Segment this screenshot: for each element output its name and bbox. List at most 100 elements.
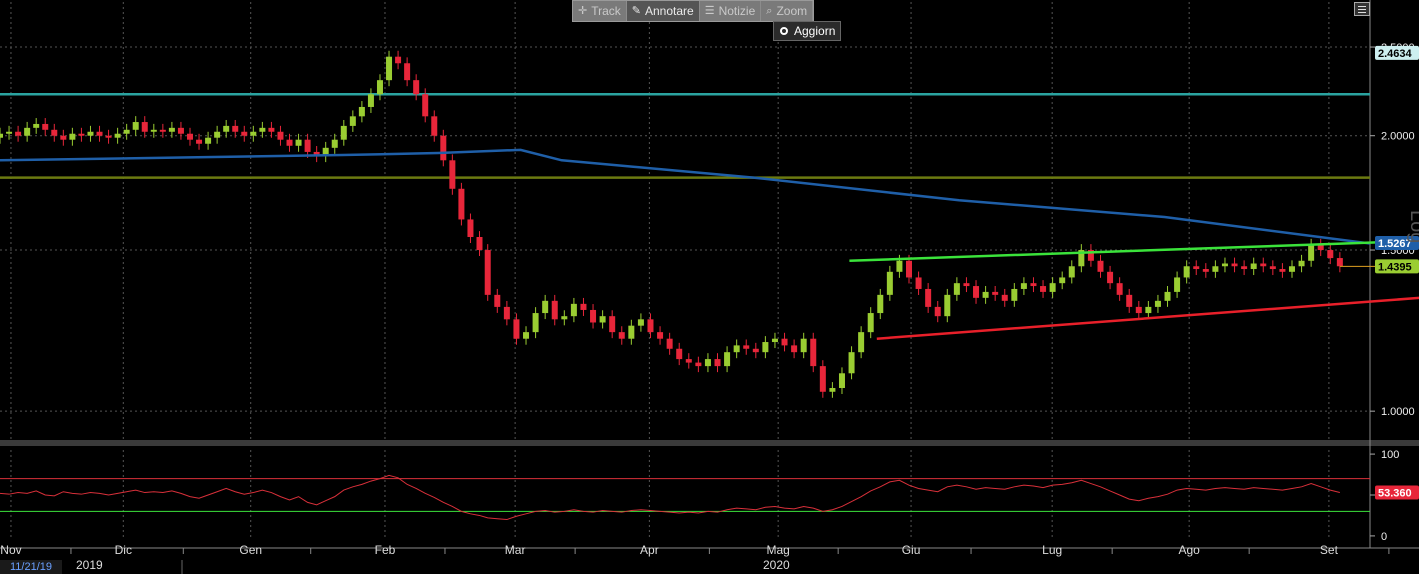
candle-body [268, 127, 275, 132]
candle-body [87, 131, 94, 136]
price-tag [1375, 259, 1419, 274]
candle-body [168, 127, 175, 132]
candle-body [1212, 266, 1219, 272]
moving-average-line [0, 148, 1371, 245]
candle-body [896, 260, 903, 272]
candle-body [304, 139, 311, 152]
candle-body [186, 133, 193, 140]
candle-body [590, 309, 597, 323]
candle-body [232, 125, 239, 132]
price-tag-label: 2.4634 [1378, 48, 1413, 60]
candle-body [992, 291, 999, 295]
candle-body [358, 106, 365, 117]
candle-body [743, 345, 750, 349]
x-tick-label: Nov [0, 543, 21, 557]
news-button[interactable]: ☰ Notizie [700, 1, 762, 21]
news-icon: ☰ [704, 5, 715, 17]
candle-body [259, 127, 266, 132]
rsi-value-label: 53.360 [1378, 488, 1412, 500]
x-tick-label: Set [1320, 543, 1339, 557]
candle-body [1078, 250, 1085, 267]
candle-body [51, 129, 58, 136]
price-tag-label: 1.5267 [1378, 238, 1412, 250]
candle-body [771, 338, 778, 343]
track-button[interactable]: ✛ Track [573, 1, 627, 21]
candle-body [1231, 263, 1238, 267]
candle-body [250, 131, 257, 136]
candle-body [838, 373, 845, 389]
candle-body [1116, 283, 1123, 295]
candle-body [467, 219, 474, 238]
candlestick-series [0, 50, 1343, 398]
candle-body [476, 237, 483, 251]
candle-body [1174, 277, 1181, 292]
candle-body [367, 94, 374, 107]
candle-body [449, 160, 456, 189]
date-badge: 11/21/19 [0, 560, 62, 574]
candle-body [695, 362, 702, 367]
candle-body [0, 133, 3, 138]
candle-body [422, 94, 429, 117]
candle-body [1260, 263, 1267, 267]
log-scale-label: Log [1406, 210, 1419, 244]
candle-body [963, 283, 970, 287]
candle-body [494, 294, 501, 307]
candle-body [551, 300, 558, 320]
candle-body [431, 116, 438, 136]
candle-body [542, 300, 549, 314]
candle-body [214, 131, 221, 138]
candle-body [1193, 266, 1200, 270]
candle-body [561, 316, 568, 320]
candle-body [704, 359, 711, 367]
candle-body [404, 63, 411, 81]
candle-body [781, 338, 788, 346]
candle-body [196, 139, 203, 144]
annotate-button[interactable]: ✎ Annotare [626, 1, 700, 21]
axes: Nov Dic Gen Feb Mar Apr Mag Giu Lug Ago Set 2019 202… [0, 42, 1419, 574]
candle-body [523, 332, 530, 339]
candle-body [123, 129, 130, 134]
zoom-button[interactable]: ⌕ Zoom [761, 1, 814, 21]
x-tick-label: Mar [505, 543, 526, 557]
candle-body [458, 188, 465, 220]
candle-body [413, 80, 420, 95]
candle-body [1040, 286, 1047, 292]
pencil-icon: ✎ [631, 5, 641, 17]
candle-body [762, 342, 769, 353]
candle-body [1097, 260, 1104, 272]
candle-body [973, 286, 980, 298]
candle-body [1241, 266, 1248, 270]
candle-body [1001, 294, 1008, 301]
candle-body [982, 291, 989, 298]
candle-body [925, 288, 932, 307]
candle-body [1269, 266, 1276, 270]
candle-body [800, 338, 807, 353]
annotate-label: Annotare [645, 4, 694, 18]
upper-trendline [849, 239, 1419, 263]
candle-body [1327, 250, 1334, 259]
candle-body [1145, 306, 1152, 314]
crosshair-icon: ✛ [578, 5, 588, 17]
candle-body [714, 359, 721, 367]
year-label: 2019 [76, 558, 103, 572]
candle-body [376, 80, 383, 95]
candle-body [277, 131, 284, 140]
candle-body [223, 125, 230, 132]
price-tag-label: 1.4395 [1378, 261, 1412, 273]
x-tick-label: Gen [239, 543, 262, 557]
candle-body [934, 306, 941, 317]
candle-body [33, 123, 40, 128]
rsi-value-tag [1375, 485, 1419, 500]
candle-body [177, 127, 184, 134]
refresh-button[interactable]: Aggiorn [773, 21, 841, 41]
menu-icon[interactable] [1354, 2, 1370, 16]
candle-body [1107, 271, 1114, 284]
candle-body [295, 139, 302, 146]
candle-body [915, 277, 922, 289]
candle-body [1049, 283, 1056, 292]
candle-body [618, 332, 625, 339]
candle-body [1202, 269, 1209, 272]
candle-body [114, 133, 121, 138]
candle-body [60, 135, 67, 140]
